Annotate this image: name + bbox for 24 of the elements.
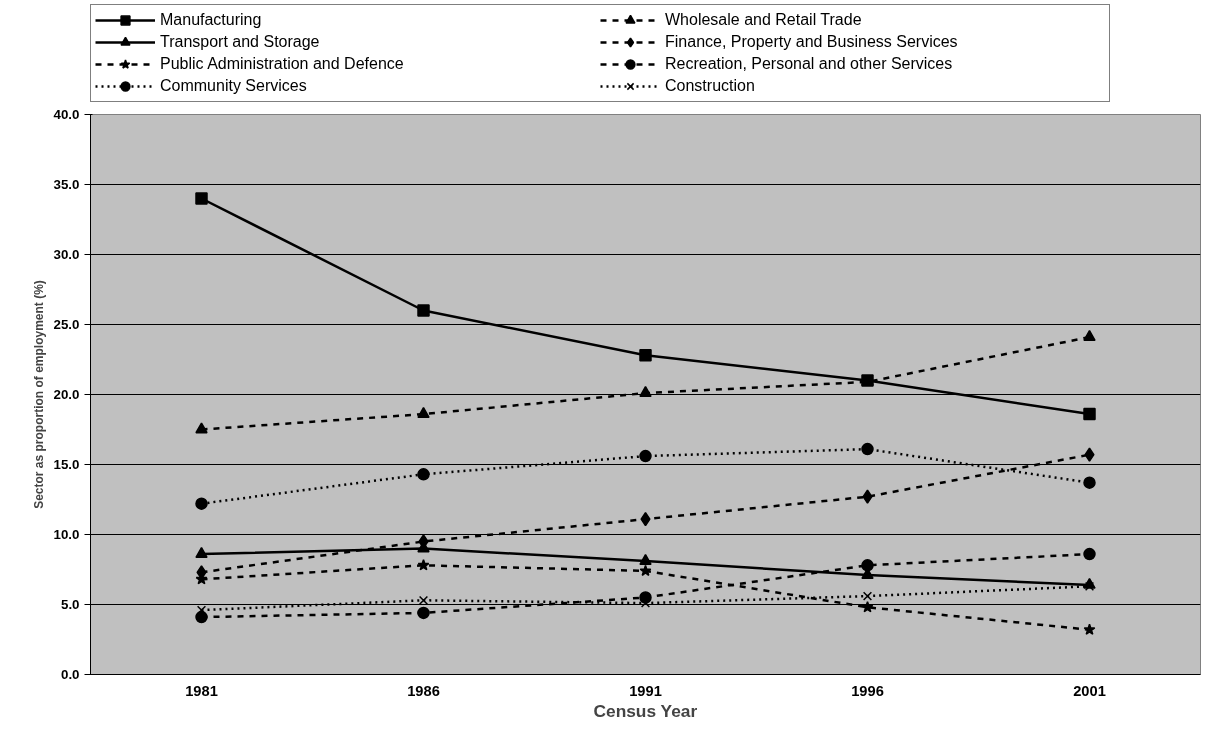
y-tick-label: 20.0 <box>53 387 80 402</box>
y-tick-label: 30.0 <box>53 247 80 262</box>
legend-label: Manufacturing <box>160 10 263 30</box>
legend-label: Wholesale and Retail Trade <box>665 10 863 30</box>
y-tick-label: 0.0 <box>60 667 80 682</box>
y-tick-label: 10.0 <box>53 527 80 542</box>
x-tick-label: 1986 <box>407 682 440 699</box>
legend-label: Construction <box>665 76 756 96</box>
x-tick-label: 1991 <box>629 682 662 699</box>
legend-label: Public Administration and Defence <box>160 54 405 74</box>
legend-label: Transport and Storage <box>160 32 321 52</box>
legend-label: Finance, Property and Business Services <box>665 32 959 52</box>
y-tick-label: 15.0 <box>53 457 80 472</box>
y-tick-label: 25.0 <box>53 317 80 332</box>
x-tick-label: 1996 <box>851 682 884 699</box>
y-axis-title: Sector as proportion of employment (%) <box>31 280 46 509</box>
legend-label: Recreation, Personal and other Services <box>665 54 954 74</box>
x-tick-label: 2001 <box>1073 682 1106 699</box>
x-tick-label: 1981 <box>185 682 218 699</box>
legend-label: Community Services <box>160 76 308 96</box>
x-axis-title: Census Year <box>593 700 698 721</box>
y-tick-label: 35.0 <box>53 177 80 192</box>
y-tick-label: 40.0 <box>53 107 80 122</box>
y-tick-label: 5.0 <box>60 597 80 612</box>
